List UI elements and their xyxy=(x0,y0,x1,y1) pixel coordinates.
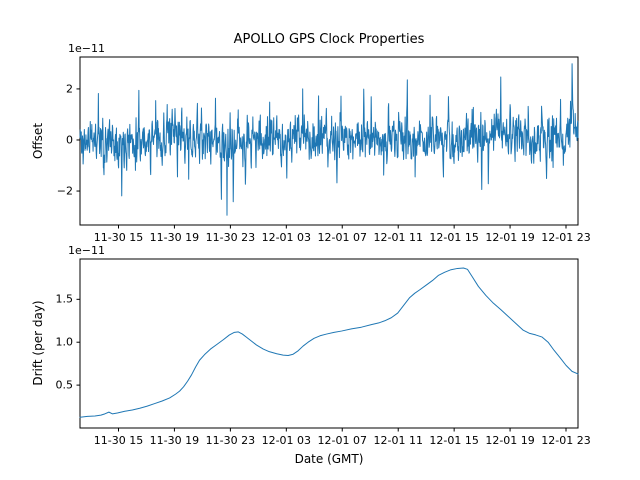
axes-border xyxy=(79,258,579,429)
y-tick-label: 2 xyxy=(66,82,73,96)
x-tick-label: 12-01 19 xyxy=(485,434,535,447)
x-tick-label: 12-01 07 xyxy=(317,434,367,447)
x-tick-label: 12-01 11 xyxy=(373,434,423,447)
offset-y-axis-label: Offset xyxy=(31,122,45,160)
y-tick-label: 0.5 xyxy=(55,378,74,392)
x-tick-label: 12-01 23 xyxy=(541,434,591,447)
x-tick-label: 11-30 15 xyxy=(93,434,144,447)
x-tick-label: 12-01 03 xyxy=(261,434,312,447)
x-tick-label: 11-30 15 xyxy=(93,231,144,244)
drift-axis-scale-text: 1e−11 xyxy=(68,244,105,257)
offset-series-line xyxy=(79,63,579,216)
x-tick-label: 11-30 23 xyxy=(205,434,256,447)
x-tick-label: 12-01 19 xyxy=(485,231,535,244)
x-tick-label: 12-01 03 xyxy=(261,231,312,244)
x-tick-label: 12-01 11 xyxy=(373,231,423,244)
y-tick-label: 1.0 xyxy=(55,335,74,349)
axes-border xyxy=(79,56,579,226)
offset-axis-scale-text: 1e−11 xyxy=(68,42,105,55)
x-tick-label: 12-01 15 xyxy=(429,434,479,447)
x-tick-label: 12-01 23 xyxy=(541,231,591,244)
y-tick-label: −2 xyxy=(56,184,73,198)
x-tick-label: 11-30 19 xyxy=(149,231,200,244)
y-tick-label: 1.5 xyxy=(55,292,74,306)
chart-title: APOLLO GPS Clock Properties xyxy=(233,32,425,47)
drift-series-line xyxy=(79,267,579,418)
x-tick-label: 12-01 07 xyxy=(317,231,367,244)
y-tick-label: 0 xyxy=(66,133,73,147)
drift-y-axis-label: Drift (per day) xyxy=(31,300,45,386)
x-tick-label: 11-30 19 xyxy=(149,434,200,447)
x-tick-label: 11-30 23 xyxy=(205,231,256,244)
x-tick-label: 12-01 15 xyxy=(429,231,479,244)
x-axis-label: Date (GMT) xyxy=(294,452,364,466)
